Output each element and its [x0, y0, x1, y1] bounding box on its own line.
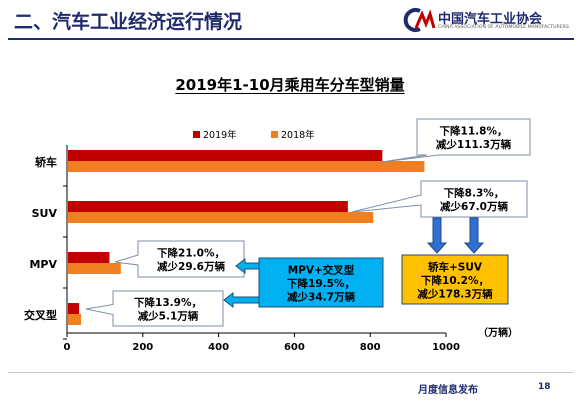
- callout-box: [85, 290, 224, 327]
- x-tick-label: 1000: [432, 342, 460, 353]
- callout-text: 下降21.0%，: [157, 247, 225, 260]
- bar-2019: [68, 150, 383, 161]
- callout-text: 减少5.1万辆: [138, 310, 199, 323]
- x-tick-label: 400: [208, 342, 229, 353]
- category-label: MPV: [29, 258, 57, 271]
- callout-text: 轿车+SUV: [428, 260, 483, 273]
- legend-label: 2019年: [203, 129, 237, 141]
- callout-text: 减少67.0万辆: [440, 200, 508, 213]
- callout-text: 减少29.6万辆: [157, 260, 225, 273]
- category-label: SUV: [32, 207, 58, 220]
- org-name: 中国汽车工业协会: [438, 12, 543, 27]
- callout-text: 下降13.9%，: [134, 296, 202, 309]
- bar-2018: [68, 212, 374, 223]
- bar-2018: [68, 314, 82, 325]
- x-unit-label: （万辆）: [478, 326, 518, 339]
- callout-text: 下降11.8%，: [440, 125, 508, 138]
- callout-text: 下降8.3%，: [444, 187, 505, 200]
- x-tick-label: 0: [64, 342, 71, 353]
- x-tick-label: 200: [132, 342, 153, 353]
- page-number: 18: [538, 382, 551, 392]
- header-divider: [8, 38, 574, 40]
- legend-swatch: [271, 131, 278, 138]
- down-arrow-icon: [463, 217, 485, 254]
- caam-logo-icon: [403, 8, 436, 32]
- x-tick-label: 600: [284, 342, 305, 353]
- callout-text: 减少178.3万辆: [417, 287, 493, 300]
- bar-2019: [68, 303, 80, 314]
- callout-box: [351, 180, 528, 218]
- left-arrow-icon: [235, 257, 260, 275]
- callout-text: 下降10.2%，: [421, 274, 489, 287]
- bar-2018: [68, 263, 121, 274]
- legend-label: 2018年: [281, 129, 315, 141]
- callout-text: 减少111.3万辆: [436, 138, 512, 151]
- callout-text: MPV+交叉型: [288, 263, 355, 276]
- down-arrow-icon: [426, 217, 448, 254]
- callout-box: [381, 118, 531, 163]
- bar-2018: [68, 161, 425, 172]
- x-tick-label: 800: [360, 342, 381, 353]
- footer-divider: [8, 372, 574, 373]
- callout-text: 减少34.7万辆: [287, 290, 355, 303]
- category-label: 轿车: [35, 155, 57, 169]
- category-label: 交叉型: [24, 308, 57, 322]
- legend-swatch: [193, 131, 200, 138]
- bar-2019: [68, 201, 348, 212]
- section-title: 二、汽车工业经济运行情况: [14, 11, 243, 33]
- chart-title: 2019年1-10月乘用车分车型销量: [175, 76, 405, 94]
- left-arrow-icon: [223, 291, 260, 309]
- header-bar: 二、汽车工业经济运行情况 中国汽车工业协会 CHINA ASSOCIATION …: [0, 0, 580, 38]
- org-name-english: CHINA ASSOCIATION OF AUTOMOBILE MANUFACT…: [438, 25, 569, 30]
- callout-text: 下降19.5%，: [287, 277, 355, 290]
- callout-box: [401, 254, 509, 305]
- bar-2019: [68, 252, 110, 263]
- org-logo: 中国汽车工业协会 CHINA ASSOCIATION OF AUTOMOBILE…: [400, 6, 572, 34]
- footer-label: 月度信息发布: [418, 385, 478, 396]
- callout-box: [258, 257, 384, 308]
- callout-box: [114, 240, 245, 278]
